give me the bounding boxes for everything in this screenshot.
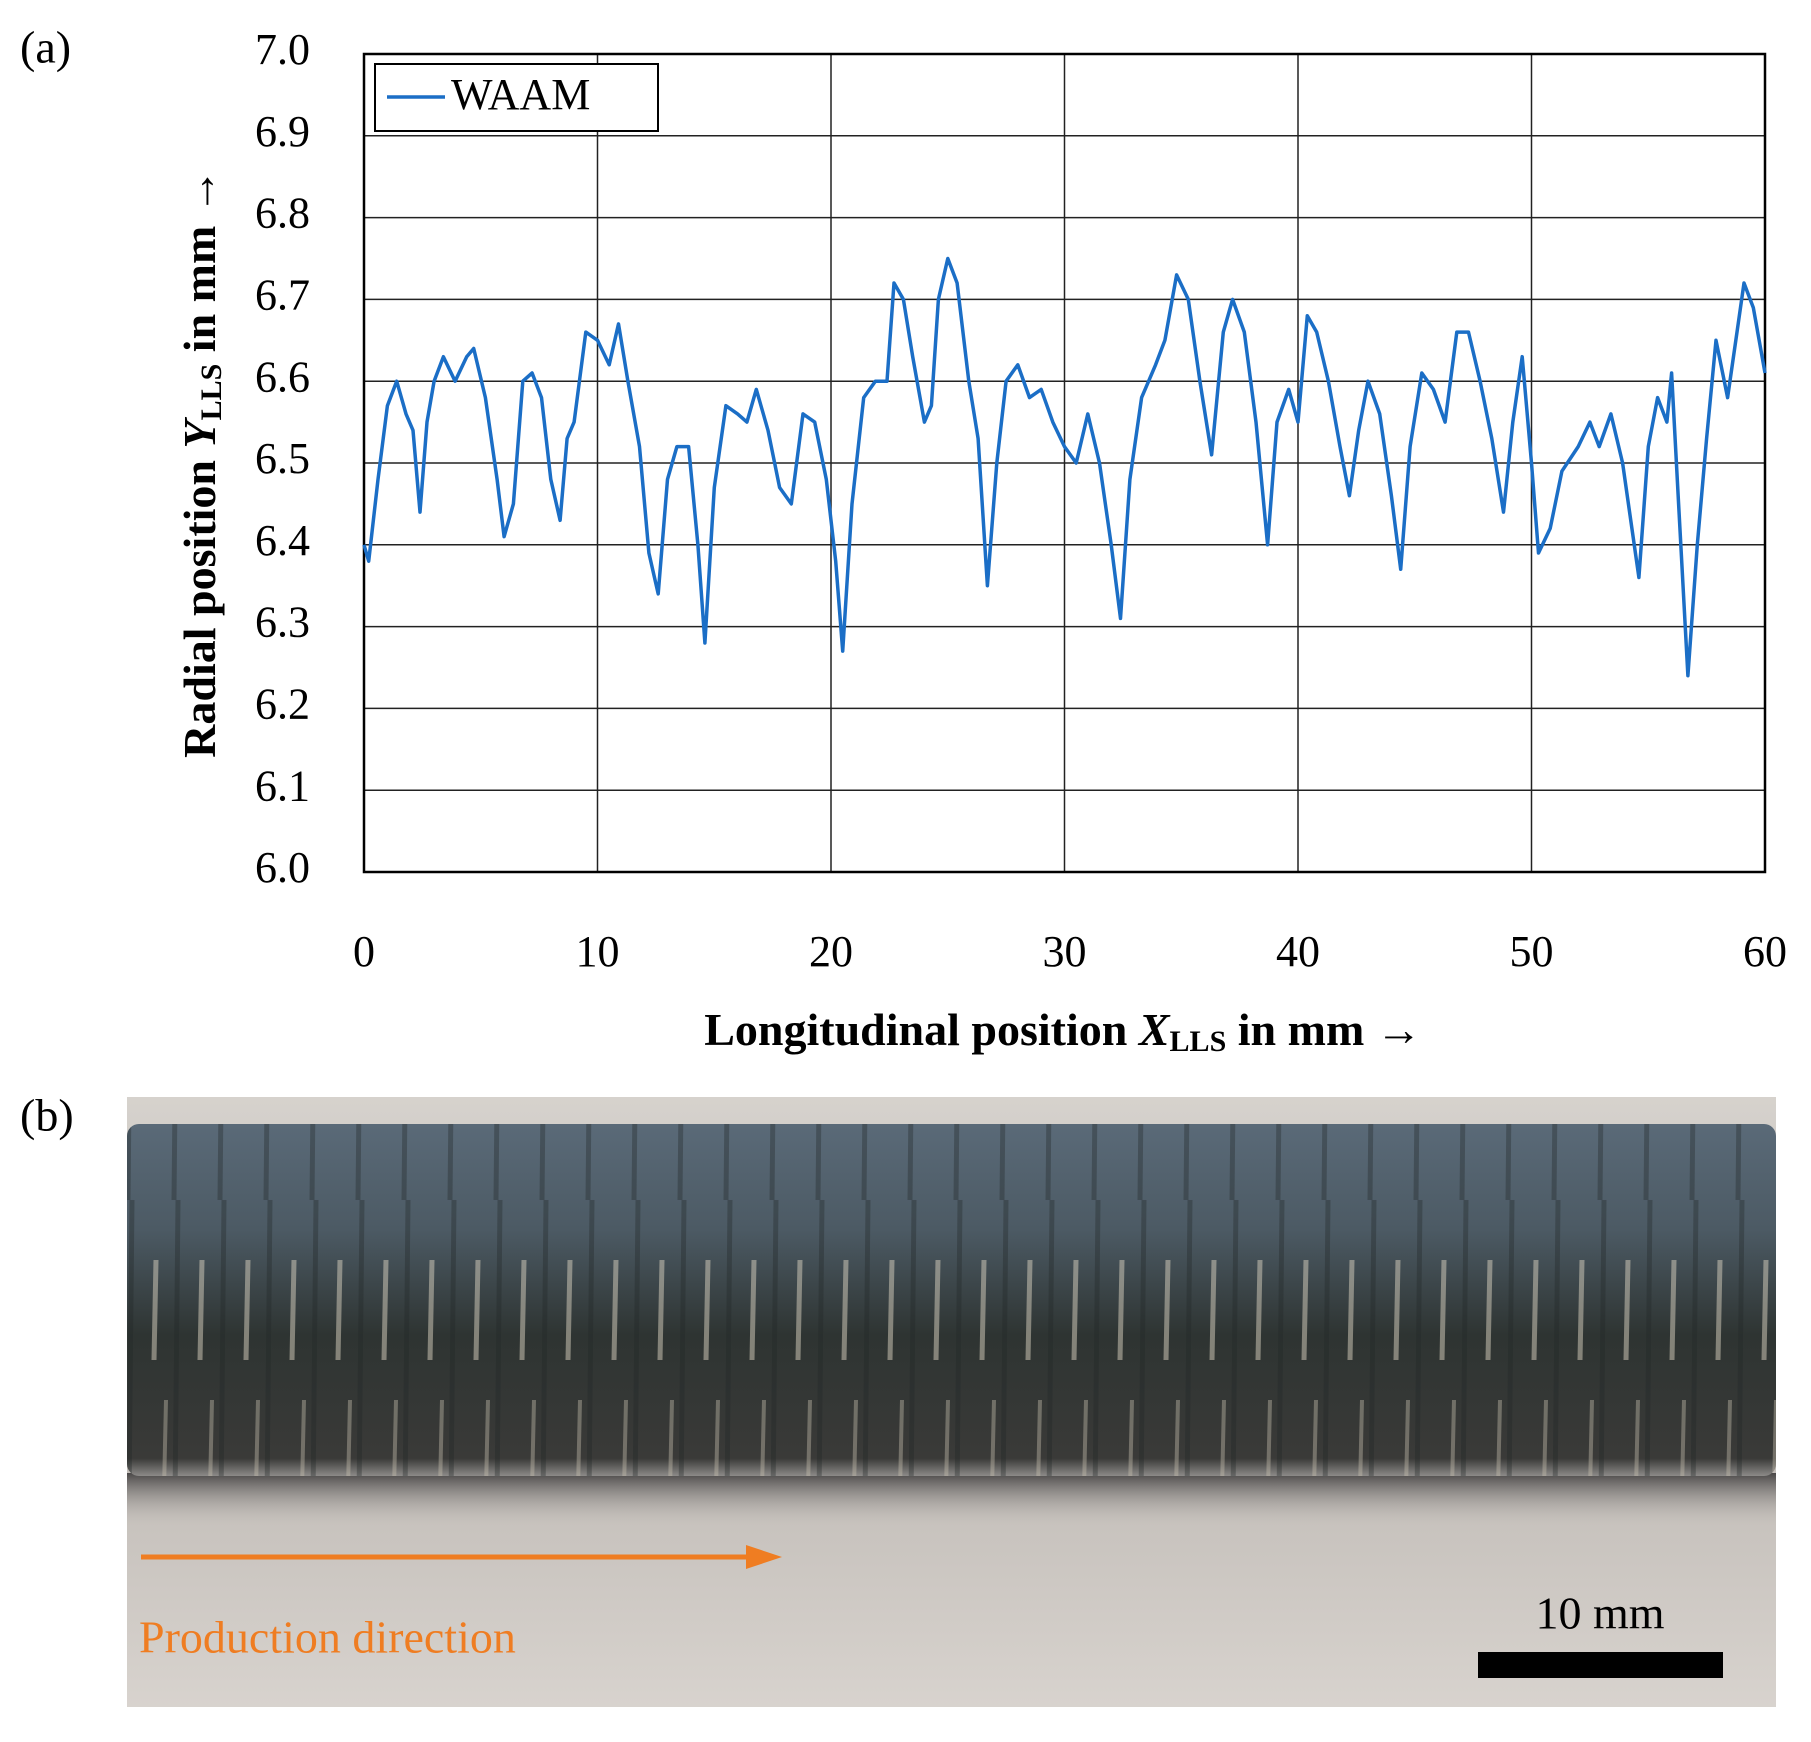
photo: Production direction 10 mm [127,1097,1776,1707]
x-tick-label: 20 [809,927,853,976]
y-tick-label: 6.7 [255,270,310,319]
x-tick-label: 30 [1043,927,1087,976]
plot-frame [362,52,1767,874]
y-tick-label: 6.8 [255,189,310,238]
y-tick-label: 6.2 [255,679,310,728]
axis-label: Radial position YLLS in mm → [174,168,228,758]
axis-label-text: Radial position [174,449,225,758]
legend-label: WAAM [451,70,590,119]
y-tick-label: 6.9 [255,107,310,156]
arrow-head [746,1545,782,1569]
x-tick-label: 50 [1510,927,1554,976]
y-tick-label: 6.3 [255,598,310,647]
y-tick-label: 6.1 [255,761,310,810]
x-tick-label: 10 [576,927,620,976]
axis-label: Longitudinal position XLLS in mm → [704,1004,1422,1058]
panel-label: (b) [20,1090,74,1141]
scale-bar [1478,1652,1723,1678]
axis-label-unit: in mm → [1226,1004,1422,1055]
y-tick-label: 6.4 [255,516,310,565]
x-tick-label: 60 [1743,927,1787,976]
axis-label-unit: in mm → [174,168,225,364]
x-tick-label: 0 [353,927,375,976]
axis-label-sub: LLS [1170,1025,1227,1058]
axis-label-text: Longitudinal position [704,1004,1139,1055]
panel-label: (a) [20,22,71,73]
data-line [362,256,1767,678]
axis-label-var: Y [174,417,225,449]
y-tick-label: 6.5 [255,434,310,483]
axis-label-var: X [1137,1004,1171,1055]
y-tick-label: 6.0 [255,843,310,892]
direction-label: Production direction [139,1612,516,1663]
rod-texture [127,1124,1776,1476]
scale-bar-label: 10 mm [1535,1588,1664,1639]
rod-shadow [127,1473,1776,1528]
x-tick-label: 40 [1276,927,1320,976]
y-tick-label: 7.0 [255,25,310,74]
axis-label-sub: LLS [195,364,228,421]
y-tick-label: 6.6 [255,352,310,401]
